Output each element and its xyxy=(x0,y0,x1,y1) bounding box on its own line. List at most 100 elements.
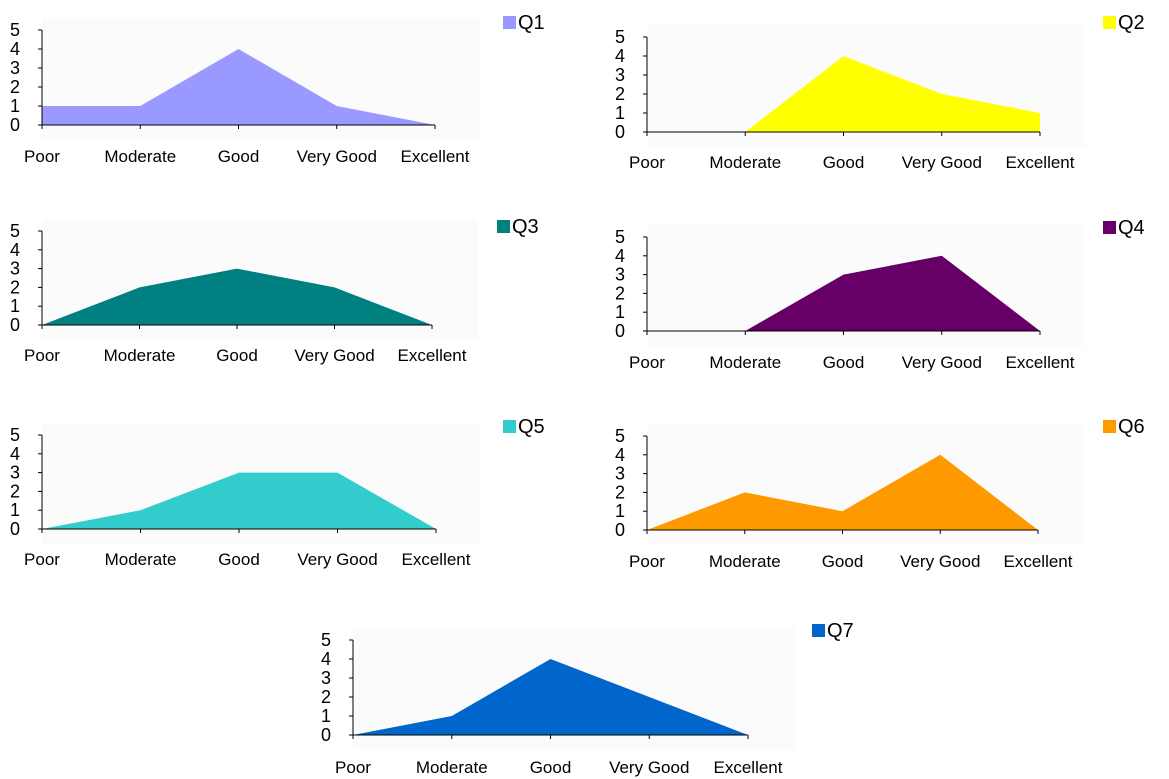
x-tick-label: Poor xyxy=(629,353,665,372)
x-tick-label: Poor xyxy=(629,552,665,571)
y-tick-label: 4 xyxy=(615,445,625,465)
x-tick-label: Moderate xyxy=(104,346,176,365)
y-tick-label: 4 xyxy=(10,39,20,59)
x-tick-label: Very Good xyxy=(609,758,689,777)
x-tick-label: Moderate xyxy=(709,153,781,172)
y-tick-label: 1 xyxy=(10,500,20,520)
y-tick-label: 3 xyxy=(615,464,625,484)
y-tick-label: 1 xyxy=(615,501,625,521)
legend-swatch xyxy=(1103,16,1116,29)
y-tick-label: 2 xyxy=(10,77,20,97)
x-tick-label: Moderate xyxy=(416,758,488,777)
legend-swatch xyxy=(1103,420,1116,433)
x-tick-label: Good xyxy=(823,353,865,372)
x-tick-label: Moderate xyxy=(105,550,177,569)
x-tick-label: Poor xyxy=(24,147,60,166)
y-tick-label: 0 xyxy=(615,122,625,142)
x-tick-label: Excellent xyxy=(398,346,467,365)
y-tick-label: 0 xyxy=(10,315,20,335)
x-tick-label: Very Good xyxy=(902,353,982,372)
y-tick-label: 2 xyxy=(10,277,20,297)
legend-label: Q7 xyxy=(827,620,854,642)
y-tick-label: 4 xyxy=(321,649,331,669)
x-tick-label: Very Good xyxy=(294,346,374,365)
area-series-Q4 xyxy=(647,255,1040,331)
x-tick-label: Excellent xyxy=(402,550,471,569)
y-tick-label: 0 xyxy=(615,520,625,540)
x-tick-label: Moderate xyxy=(709,552,781,571)
y-tick-label: 1 xyxy=(10,296,20,316)
y-tick-label: 3 xyxy=(10,259,20,279)
y-tick-label: 3 xyxy=(615,65,625,85)
y-tick-label: 4 xyxy=(615,46,625,66)
x-tick-label: Excellent xyxy=(714,758,783,777)
x-tick-label: Good xyxy=(216,346,258,365)
legend-swatch xyxy=(812,624,825,637)
x-tick-label: Very Good xyxy=(297,550,377,569)
x-tick-label: Poor xyxy=(335,758,371,777)
area-series-Q3 xyxy=(42,268,432,325)
x-tick-label: Poor xyxy=(24,550,60,569)
y-tick-label: 2 xyxy=(10,481,20,501)
y-tick-label: 5 xyxy=(321,630,331,650)
y-tick-label: 2 xyxy=(615,283,625,303)
x-tick-label: Good xyxy=(218,550,260,569)
legend-label: Q4 xyxy=(1118,217,1145,239)
x-tick-label: Good xyxy=(822,552,864,571)
x-tick-label: Excellent xyxy=(1006,153,1075,172)
x-tick-label: Good xyxy=(530,758,572,777)
y-tick-label: 3 xyxy=(321,668,331,688)
x-tick-label: Very Good xyxy=(900,552,980,571)
x-tick-label: Excellent xyxy=(1004,552,1073,571)
x-tick-label: Excellent xyxy=(401,147,470,166)
y-tick-label: 2 xyxy=(321,687,331,707)
x-tick-label: Good xyxy=(218,147,260,166)
y-tick-label: 5 xyxy=(615,227,625,247)
y-tick-label: 3 xyxy=(10,463,20,483)
legend-label: Q6 xyxy=(1118,416,1145,438)
y-tick-label: 1 xyxy=(615,103,625,123)
y-tick-label: 0 xyxy=(615,321,625,341)
y-tick-label: 0 xyxy=(321,725,331,745)
x-tick-label: Poor xyxy=(629,153,665,172)
area-series-Q6 xyxy=(647,454,1038,530)
y-tick-label: 1 xyxy=(321,706,331,726)
y-tick-label: 4 xyxy=(10,240,20,260)
y-tick-label: 2 xyxy=(615,482,625,502)
x-tick-label: Very Good xyxy=(297,147,377,166)
legend-swatch xyxy=(1103,221,1116,234)
legend-label: Q1 xyxy=(518,12,545,34)
x-tick-label: Poor xyxy=(24,346,60,365)
x-tick-label: Good xyxy=(823,153,865,172)
legend-swatch xyxy=(503,420,516,433)
y-tick-label: 5 xyxy=(615,27,625,47)
legend-label: Q5 xyxy=(518,416,545,438)
y-tick-label: 5 xyxy=(10,425,20,445)
y-tick-label: 5 xyxy=(615,426,625,446)
y-tick-label: 1 xyxy=(10,96,20,116)
legend-label: Q2 xyxy=(1118,12,1145,34)
area-series-Q5 xyxy=(42,472,436,529)
x-tick-label: Moderate xyxy=(709,353,781,372)
y-tick-label: 4 xyxy=(615,246,625,266)
y-tick-label: 3 xyxy=(10,58,20,78)
y-tick-label: 2 xyxy=(615,84,625,104)
y-tick-label: 1 xyxy=(615,302,625,322)
y-tick-label: 5 xyxy=(10,221,20,241)
y-tick-label: 3 xyxy=(615,265,625,285)
y-tick-label: 0 xyxy=(10,519,20,539)
x-tick-label: Moderate xyxy=(104,147,176,166)
y-tick-label: 4 xyxy=(10,444,20,464)
legend-swatch xyxy=(497,220,510,233)
x-tick-label: Very Good xyxy=(902,153,982,172)
y-tick-label: 5 xyxy=(10,20,20,40)
area-series-Q2 xyxy=(647,56,1040,132)
y-tick-label: 0 xyxy=(10,115,20,135)
